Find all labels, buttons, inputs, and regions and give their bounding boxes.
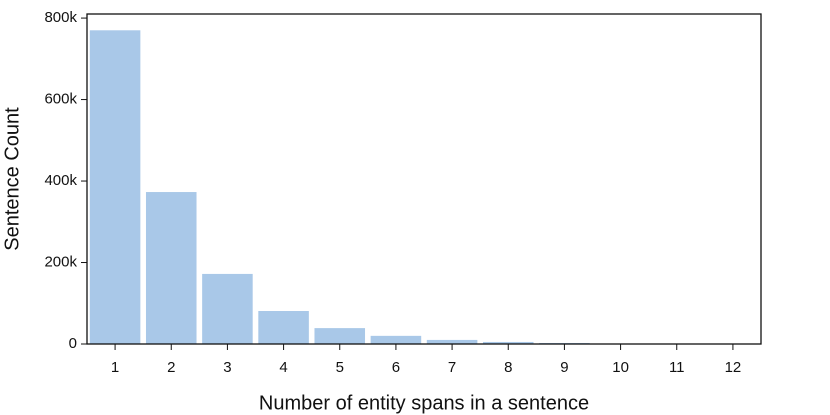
x-tick-label: 9 — [560, 359, 568, 376]
x-tick-label: 11 — [669, 359, 685, 376]
bar — [370, 335, 422, 344]
x-tick-label: 7 — [448, 359, 456, 376]
bar — [314, 328, 366, 344]
x-tick-label: 1 — [111, 359, 119, 376]
x-axis-title: Number of entity spans in a sentence — [259, 392, 589, 414]
y-tick-label: 600k — [44, 91, 77, 108]
bar — [482, 341, 534, 344]
x-tick-label: 5 — [336, 359, 344, 376]
y-axis-title: Sentence Count — [1, 107, 23, 251]
x-tick-label: 3 — [223, 359, 231, 376]
y-tick-label: 200k — [44, 253, 77, 270]
plot-frame — [86, 13, 762, 345]
bar — [426, 339, 478, 344]
y-tick-label: 0 — [69, 335, 77, 352]
x-tick-label: 12 — [725, 359, 742, 376]
x-tick-label: 6 — [392, 359, 400, 376]
bar — [145, 192, 197, 344]
y-tick-label: 400k — [44, 172, 77, 189]
x-tick-label: 4 — [279, 359, 287, 376]
x-tick-label: 10 — [612, 359, 629, 376]
bar — [202, 273, 253, 344]
x-tick-label: 8 — [504, 359, 512, 376]
bar — [258, 311, 309, 344]
y-tick-label: 800k — [44, 9, 77, 26]
bar — [89, 30, 141, 345]
x-tick-label: 2 — [167, 359, 175, 376]
